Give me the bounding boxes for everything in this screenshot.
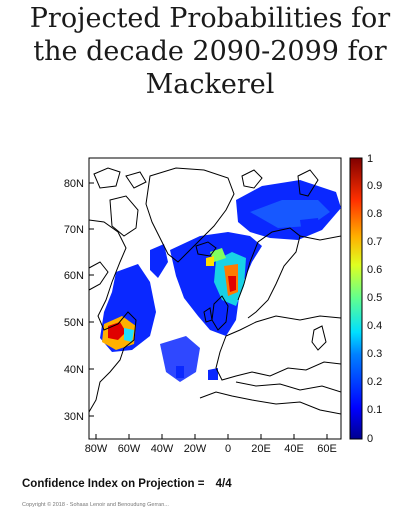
probability-field (100, 180, 341, 382)
map-title: Projected Probabilities for the decade 2… (0, 2, 420, 101)
coastlines (89, 167, 341, 415)
title-line-3: Mackerel (145, 69, 275, 100)
colorbar: 1 0.9 0.8 0.7 0.6 0.5 0.4 0.3 0.2 0.1 0 (349, 153, 382, 445)
lon-label-60e: 60E (317, 443, 337, 455)
lat-label-30n: 30N (64, 411, 84, 423)
lon-label-0: 0 (225, 443, 231, 455)
lat-label-40n: 40N (64, 364, 84, 376)
lat-label-50n: 50N (64, 317, 84, 329)
colorbar-label-0-7: 0.7 (367, 236, 382, 248)
lon-label-60w: 60W (118, 443, 141, 455)
colorbar-label-0-5: 0.5 (367, 292, 382, 304)
lat-label-70n: 70N (64, 224, 84, 236)
lon-label-20e: 20E (251, 443, 271, 455)
lon-label-20w: 20W (184, 443, 207, 455)
lat-label-60n: 60N (64, 270, 84, 282)
colorbar-label-1: 1 (367, 153, 373, 165)
title-line-1: Projected Probabilities for (29, 3, 391, 34)
colorbar-label-0-4: 0.4 (367, 320, 382, 332)
latitude-axis: 80N 70N 60N 50N 40N 30N (64, 178, 94, 423)
copyright-notice: Copyright © 2018 - Sohaas Lenoir and Ben… (22, 502, 169, 508)
longitude-axis: 80W 60W 40W 20W 0 20E 40E 60E (85, 434, 337, 455)
probability-map: 80N 70N 60N 50N 40N 30N 80W 60W 40W 20W … (64, 153, 382, 455)
colorbar-label-0-9: 0.9 (367, 180, 382, 192)
colorbar-label-0-6: 0.6 (367, 264, 382, 276)
confidence-value: 4/4 (215, 478, 232, 490)
lat-label-80n: 80N (64, 178, 84, 190)
title-line-2: the decade 2090-2099 for (33, 36, 387, 67)
colorbar-scale (349, 157, 363, 440)
lon-label-80w: 80W (85, 443, 108, 455)
colorbar-label-0: 0 (367, 433, 373, 445)
colorbar-label-0-3: 0.3 (367, 348, 382, 360)
lon-label-40w: 40W (151, 443, 174, 455)
colorbar-label-0-8: 0.8 (367, 208, 382, 220)
lon-label-40e: 40E (284, 443, 304, 455)
colorbar-label-0-1: 0.1 (367, 404, 382, 416)
confidence-index: Confidence Index on Projection = 4/4 (22, 478, 232, 490)
confidence-label: Confidence Index on Projection = (22, 478, 205, 490)
colorbar-label-0-2: 0.2 (367, 376, 382, 388)
